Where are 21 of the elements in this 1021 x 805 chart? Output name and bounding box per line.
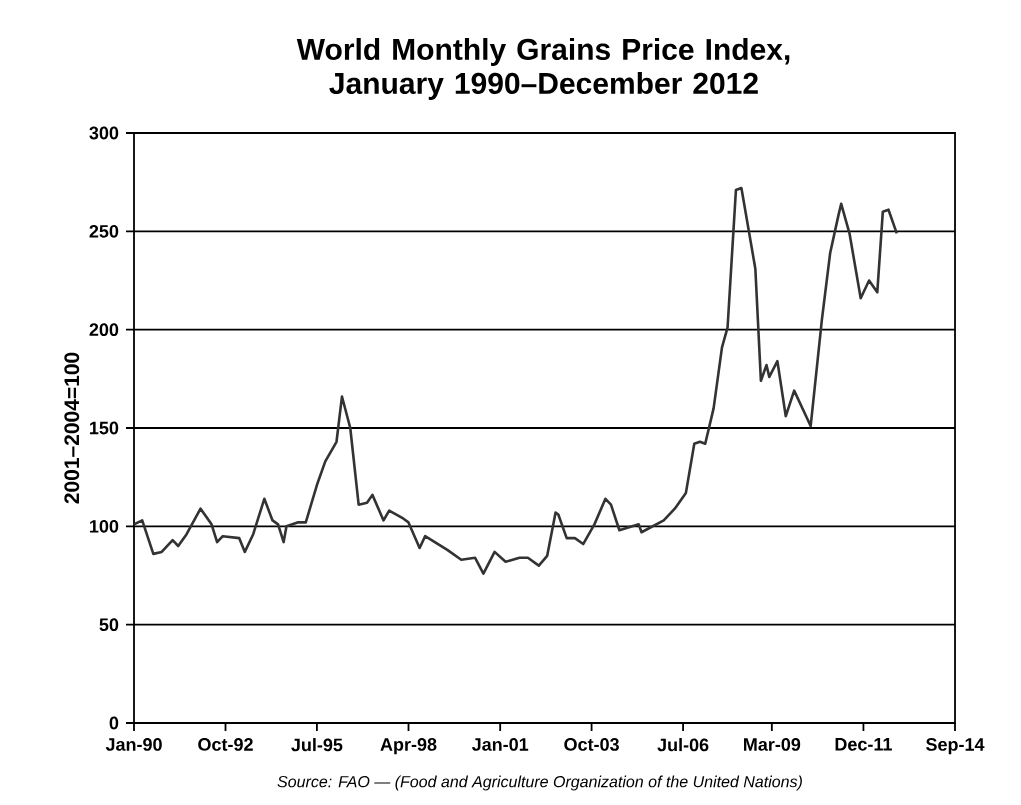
- chart-title: World Monthly Grains Price Index, January 1990–December 2012: [296, 38, 790, 100]
- y-tick-label: 300: [89, 126, 119, 140]
- x-tick-label: Jul-06: [657, 738, 709, 752]
- y-tick-label: 100: [90, 519, 119, 533]
- y-tick-label: 0: [109, 716, 119, 730]
- y-tick-label: 150: [90, 421, 119, 435]
- x-tick-label: Oct-03: [564, 738, 619, 751]
- x-tick-label: Sep-14: [926, 738, 985, 755]
- x-tick-label: Jan-90: [105, 738, 162, 751]
- y-axis-title: 2001–2004=100: [64, 352, 80, 504]
- y-tick-label: 250: [89, 224, 119, 238]
- x-tick-label: Mar-09: [744, 738, 801, 751]
- x-tick-label: Jan-01: [471, 738, 529, 751]
- line-series: [132, 186, 899, 575]
- x-tick-label: Jul-95: [291, 738, 343, 752]
- source-note: Source: FAO — (Food and Agriculture Organization of the United Nations): [277, 775, 802, 791]
- y-tick-label: 50: [99, 618, 119, 632]
- y-tick-label: 200: [89, 323, 119, 337]
- x-tick-label: Apr-98: [380, 738, 437, 755]
- x-tick-label: Oct-92: [198, 738, 253, 751]
- x-tick-label: Dec-11: [835, 738, 892, 751]
